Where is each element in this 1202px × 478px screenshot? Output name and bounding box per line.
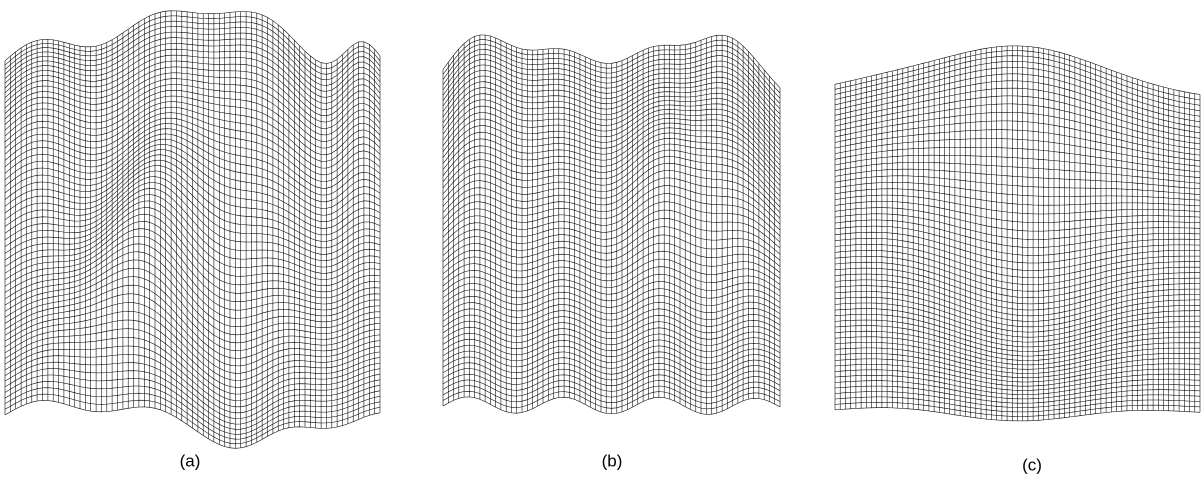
panel-a (4, 10, 381, 449)
panel-b (442, 34, 781, 415)
mesh-columns (4, 10, 381, 449)
panel-label: (c) (1022, 455, 1042, 474)
panel-label: (a) (180, 451, 201, 470)
mesh-columns (442, 35, 781, 415)
panel-c (834, 45, 1201, 422)
panel-label: (b) (602, 451, 623, 470)
mesh-columns (834, 45, 1201, 421)
